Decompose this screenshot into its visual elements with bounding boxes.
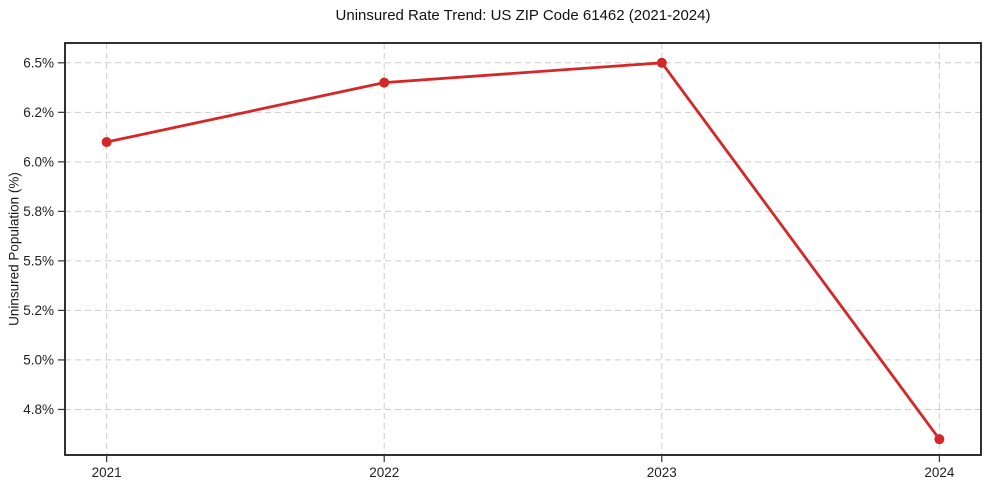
plot-border bbox=[64, 42, 982, 456]
data-point-marker bbox=[934, 434, 945, 445]
x-tick-label: 2021 bbox=[92, 465, 122, 480]
x-tick-label: 2023 bbox=[647, 465, 677, 480]
data-point-marker bbox=[101, 137, 112, 148]
y-tick-label: 5.0% bbox=[23, 352, 54, 367]
y-tick-label: 5.8% bbox=[23, 204, 54, 219]
chart-title: Uninsured Rate Trend: US ZIP Code 61462 … bbox=[335, 7, 711, 24]
y-tick-label: 5.2% bbox=[23, 303, 54, 318]
trend-line bbox=[105, 61, 941, 441]
y-tick-label: 6.2% bbox=[23, 105, 54, 120]
data-point-marker bbox=[656, 57, 667, 68]
x-tick-label: 2024 bbox=[924, 465, 955, 480]
y-tick-label: 4.8% bbox=[23, 402, 54, 417]
y-tick-label: 6.5% bbox=[23, 55, 54, 70]
data-point-marker bbox=[379, 77, 390, 88]
x-tick-label: 2022 bbox=[369, 465, 399, 480]
y-tick-label: 5.5% bbox=[23, 253, 54, 268]
y-tick-label: 6.0% bbox=[23, 154, 54, 169]
